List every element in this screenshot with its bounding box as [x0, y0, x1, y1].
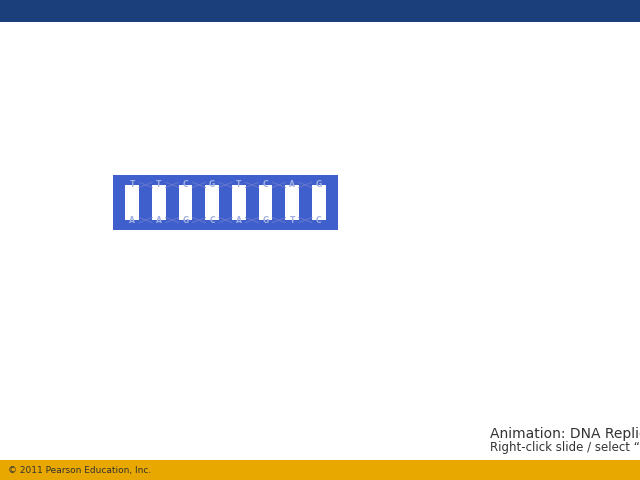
Text: G: G: [182, 216, 189, 225]
Text: T: T: [130, 180, 135, 190]
Bar: [0, 460, 640, 480]
Bar: [312, 185, 326, 220]
Bar: [152, 185, 166, 220]
Text: Animation: DNA Replication Overview: Animation: DNA Replication Overview: [490, 427, 640, 441]
Bar: [232, 185, 246, 220]
Text: T: T: [289, 216, 295, 225]
Text: A: A: [289, 180, 295, 190]
Text: C: C: [183, 180, 188, 190]
Text: A: A: [129, 216, 135, 225]
Bar: [331, 185, 338, 220]
Bar: [113, 185, 120, 220]
Text: A: A: [236, 216, 242, 225]
Bar: [125, 185, 140, 220]
Bar: [259, 185, 273, 220]
Text: G: G: [209, 180, 215, 190]
Bar: [205, 185, 219, 220]
Text: Right-click slide / select “Play”: Right-click slide / select “Play”: [490, 441, 640, 454]
Text: G: G: [316, 180, 322, 190]
Text: T: T: [156, 180, 162, 190]
Text: © 2011 Pearson Education, Inc.: © 2011 Pearson Education, Inc.: [8, 466, 151, 475]
Text: C: C: [262, 180, 268, 190]
Bar: [285, 185, 299, 220]
Text: A: A: [156, 216, 162, 225]
Text: C: C: [316, 216, 321, 225]
Text: C: C: [209, 216, 215, 225]
Bar: [179, 185, 193, 220]
Bar: [113, 175, 338, 230]
Text: G: G: [262, 216, 269, 225]
Bar: [0, 0, 640, 22]
Text: T: T: [236, 180, 241, 190]
